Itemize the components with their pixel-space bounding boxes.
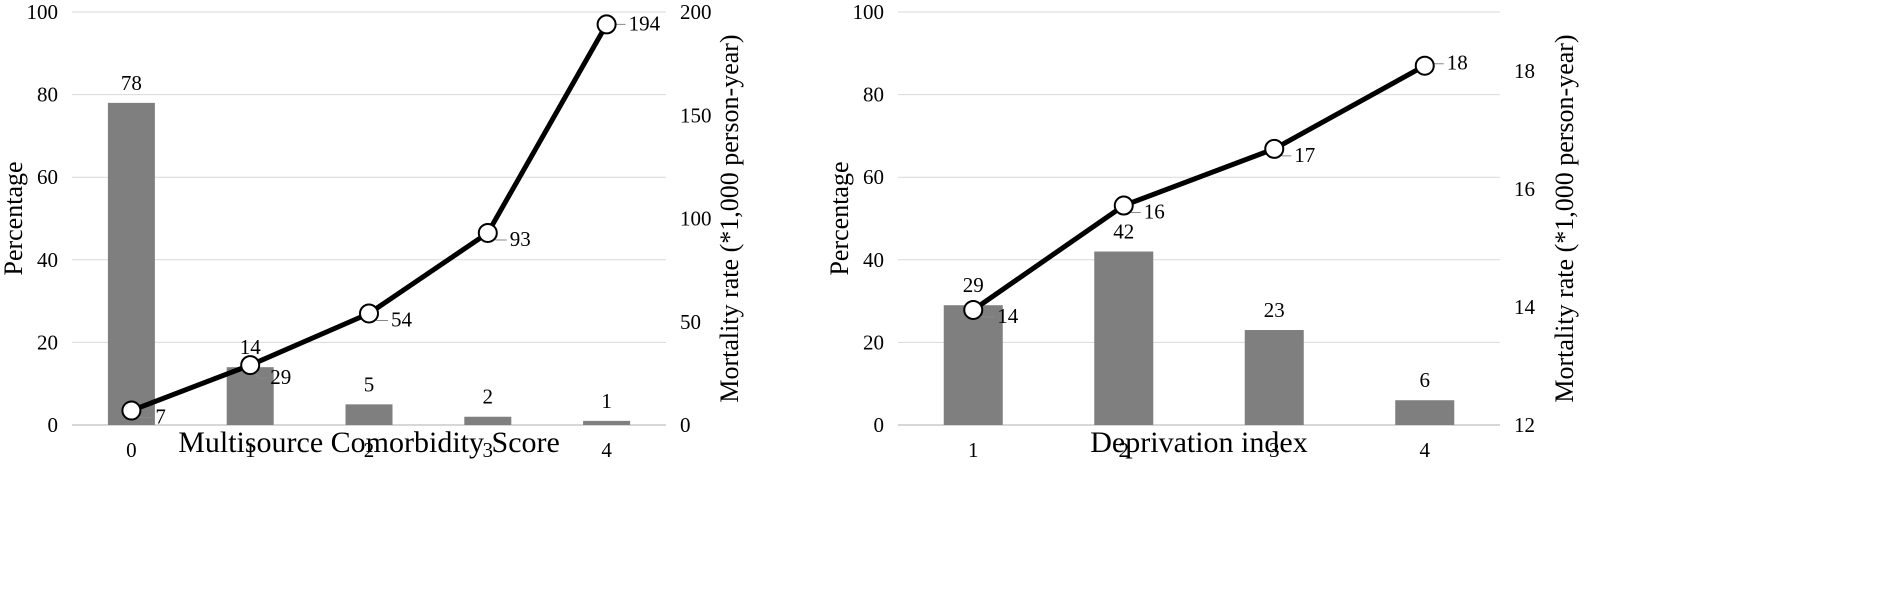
x-tick-label: 2 (1119, 438, 1130, 462)
y-tick-label-right: 16 (1514, 177, 1535, 201)
bar (1244, 330, 1304, 425)
bar (583, 420, 631, 425)
line-data-label: 16 (1144, 200, 1165, 224)
x-tick-label: 3 (1269, 438, 1280, 462)
line-data-label: 17 (1294, 143, 1315, 167)
y-tick-label-left: 100 (27, 0, 59, 24)
y-tick-label-left: 80 (37, 83, 58, 107)
bar (1395, 400, 1455, 425)
bar-data-label: 78 (121, 71, 142, 95)
x-tick-label: 3 (483, 438, 494, 462)
y-tick-label-left: 20 (863, 330, 884, 354)
bar-data-label: 42 (1113, 220, 1134, 244)
line-point (1264, 138, 1285, 159)
bar-data-label: 14 (240, 335, 262, 359)
series-line (970, 63, 1428, 313)
bar (464, 416, 512, 425)
x-axis-title: Multisource Comorbidity Score (178, 426, 560, 459)
bar-data-label: 29 (963, 273, 984, 297)
y-tick-label-left: 0 (48, 413, 59, 437)
line-point (477, 222, 498, 243)
y-tick-label-right: 200 (680, 0, 712, 24)
line-data-label: 29 (270, 365, 291, 389)
x-tick-label: 1 (968, 438, 979, 462)
y-tick-label-left: 40 (863, 248, 884, 272)
y-tick-label-left: 0 (874, 413, 885, 437)
x-tick-label: 4 (601, 438, 612, 462)
y-tick-label-right: 14 (1514, 295, 1536, 319)
line-data-label: 18 (1447, 51, 1468, 75)
bar-data-label: 23 (1264, 298, 1285, 322)
line-data-label: 194 (629, 11, 661, 35)
y-tick-label-right: 100 (680, 207, 712, 231)
y-tick-label-left: 80 (863, 83, 884, 107)
bar (107, 102, 155, 426)
line-data-label: 54 (391, 307, 413, 331)
y-axis-title-left: Percentage (825, 161, 854, 275)
bar (943, 305, 1003, 425)
line-data-label: 93 (510, 227, 531, 251)
line-data-label: 7 (155, 405, 166, 429)
bar-data-label: 5 (364, 372, 375, 396)
line-point (121, 400, 142, 421)
y-tick-label-right: 150 (680, 103, 712, 127)
y-tick-label-left: 60 (37, 165, 58, 189)
line-point (596, 14, 617, 35)
x-tick-label: 4 (1420, 438, 1431, 462)
y-tick-label-left: 40 (37, 248, 58, 272)
bar-data-label: 1 (601, 389, 612, 413)
line-point (359, 303, 379, 324)
y-tick-label-left: 100 (853, 0, 885, 24)
y-tick-label-left: 60 (863, 165, 884, 189)
y-tick-label-right: 18 (1514, 59, 1535, 83)
y-tick-label-left: 20 (37, 330, 58, 354)
x-tick-label: 0 (126, 438, 137, 462)
y-axis-title-left: Percentage (0, 161, 28, 275)
x-axis-title: Deprivation index (1090, 426, 1307, 459)
bar (226, 367, 274, 425)
y-tick-label-right: 50 (680, 310, 701, 334)
bar-data-label: 6 (1420, 368, 1431, 392)
line-data-label: 14 (997, 304, 1019, 328)
y-axis-title-right: Mortality rate (*1,000 person-year) (715, 34, 744, 402)
y-tick-label-right: 12 (1514, 413, 1535, 437)
line-point (240, 355, 261, 376)
line-point (963, 299, 984, 320)
x-tick-label: 1 (245, 438, 256, 462)
line-point (1414, 55, 1435, 76)
bar (345, 404, 393, 425)
x-tick-label: 2 (364, 438, 375, 462)
bar-data-label: 2 (483, 385, 494, 409)
y-tick-label-right: 0 (680, 413, 691, 437)
chart-panel-comorbidity: 0 20 40 60 80 100 0 50 100 150 200 78 14 5 2 1 0 1 2 3 4 7 29 5… (0, 0, 744, 462)
bar (1094, 251, 1154, 425)
line-point (1113, 195, 1134, 216)
series-line (128, 21, 610, 414)
y-axis-title-right: Mortality rate (*1,000 person-year) (1550, 34, 1579, 402)
